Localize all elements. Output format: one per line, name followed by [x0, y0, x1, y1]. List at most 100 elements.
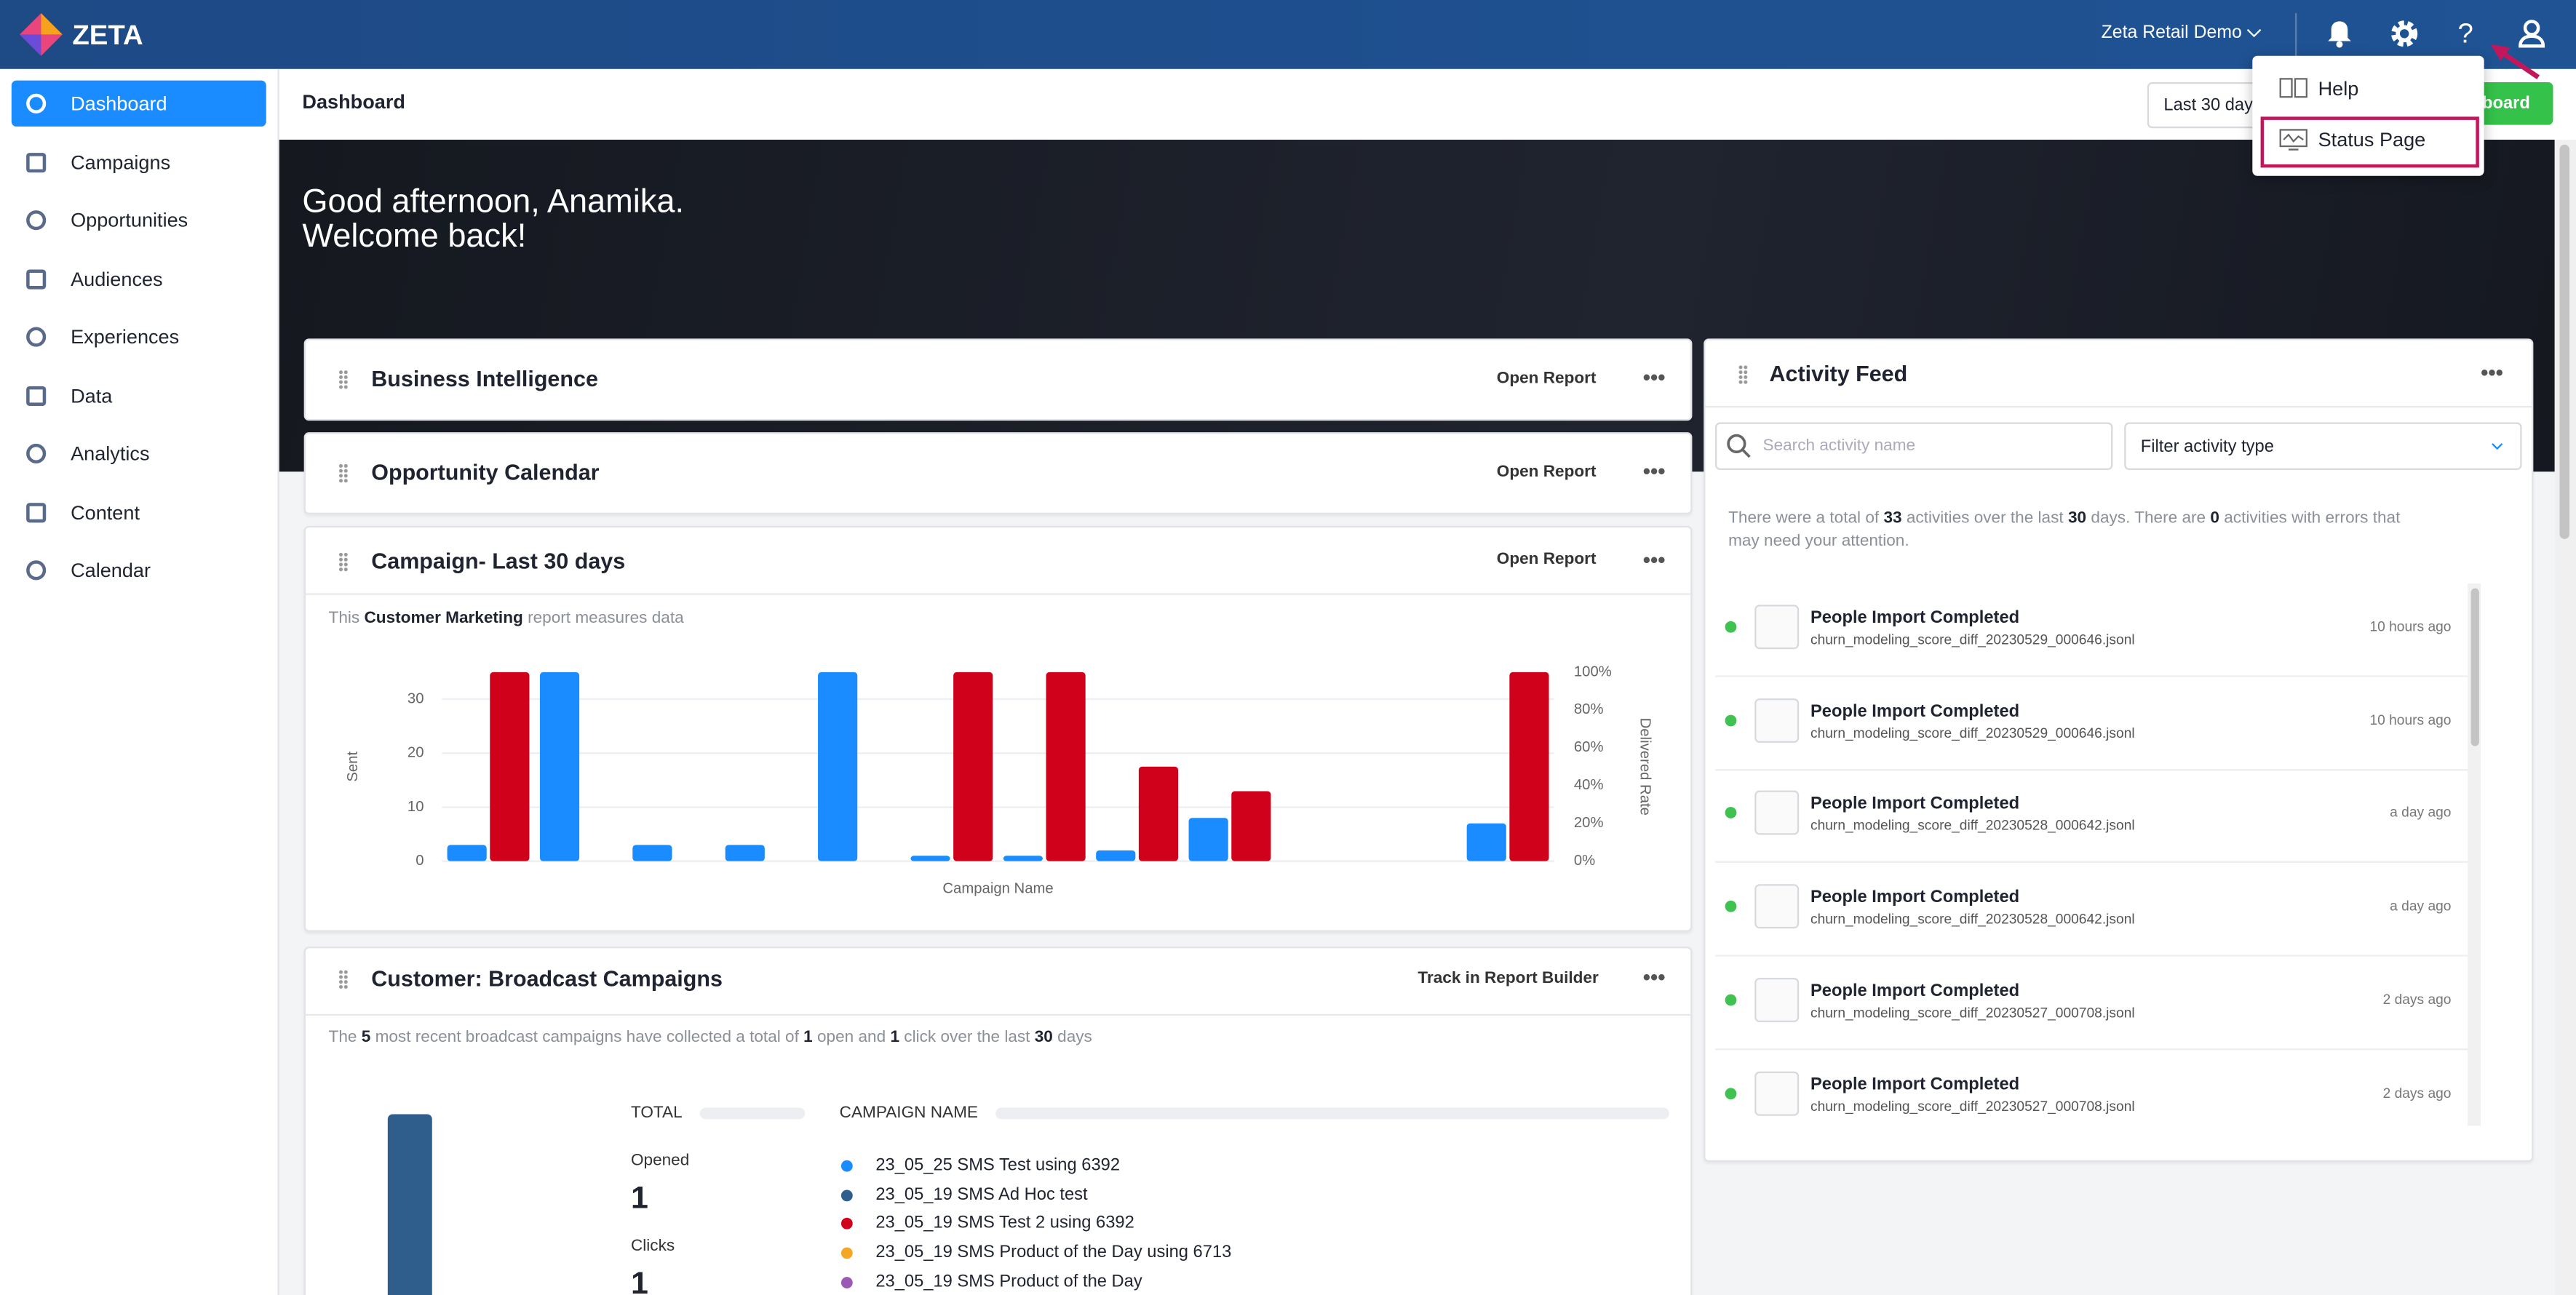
feed-scrollbar — [2468, 583, 2481, 1126]
settings[interactable] — [2390, 20, 2418, 47]
divider — [305, 1013, 1691, 1016]
y2-tick-label: 80% — [1574, 701, 1604, 717]
feed-item[interactable]: People Import Completed churn_modeling_sc… — [1715, 863, 2468, 957]
help-button[interactable]: ? — [2457, 17, 2473, 49]
welcome: Welcome back! — [302, 218, 527, 255]
account-switcher[interactable]: Zeta Retail Demo — [2101, 23, 2242, 43]
search-icon — [1727, 434, 1751, 458]
nav-item[interactable]: Data — [71, 383, 113, 407]
y2-tick-label: 0% — [1574, 853, 1595, 869]
y-tick-label: 20 — [408, 745, 424, 761]
summary-segment: 0 — [2210, 509, 2219, 528]
feed-item[interactable]: People Import Completed churn_modeling_sc… — [1715, 770, 2468, 864]
y2-tick-label: 100% — [1574, 664, 1612, 680]
card-title: Activity Feed — [1769, 361, 1908, 386]
bar — [1096, 850, 1136, 861]
item-icon — [1754, 884, 1800, 929]
bar — [1509, 672, 1549, 861]
nav-icon — [26, 151, 47, 172]
nav-item[interactable]: Audiences — [71, 267, 163, 290]
status-dot — [1725, 901, 1737, 912]
column-header: CAMPAIGN NAME — [839, 1104, 978, 1123]
divider — [305, 593, 1691, 595]
note-segment: The — [328, 1029, 357, 1047]
campaign-name[interactable]: 23_05_25 SMS Test using 6392 — [875, 1155, 1121, 1176]
menu-item[interactable]: Help — [2318, 77, 2359, 100]
more-menu[interactable]: ••• — [1642, 964, 1666, 989]
scroll-thumb[interactable] — [2470, 588, 2479, 746]
more-menu[interactable]: ••• — [1642, 458, 1666, 484]
card-title: Customer: Broadcast Campaigns — [371, 966, 723, 992]
search-input[interactable]: Search activity name — [1715, 422, 2113, 471]
scrollbar — [2554, 140, 2576, 1295]
metric-label: Opened — [630, 1152, 690, 1171]
drag-handle[interactable] — [1738, 364, 1749, 385]
item-icon — [1754, 698, 1800, 743]
user-menu[interactable] — [2519, 20, 2545, 48]
bar — [1003, 856, 1043, 861]
open-report[interactable]: Open Report — [1496, 550, 1597, 569]
campaign-name[interactable]: 23_05_19 SMS Product of the Day using 67… — [875, 1242, 1232, 1263]
status-dot — [1725, 714, 1737, 726]
nav-item[interactable]: Experiences — [71, 325, 180, 348]
top-bar — [0, 0, 2576, 69]
campaign-name[interactable]: 23_05_19 SMS Product of the Day — [875, 1271, 1142, 1292]
more-menu[interactable]: ••• — [1642, 364, 1666, 390]
logo: ZETA — [72, 20, 143, 52]
note-segment: most recent broadcast campaigns have col… — [375, 1029, 799, 1047]
chevron — [2246, 28, 2262, 38]
y-axis-label: Sent — [345, 752, 361, 782]
drag-handle[interactable] — [338, 969, 349, 989]
report-builder-link[interactable]: Track in Report Builder — [1418, 969, 1599, 988]
item-icon — [1754, 605, 1800, 650]
nav-item[interactable]: Content — [71, 500, 140, 524]
y2-tick-label: 20% — [1574, 815, 1604, 831]
bar — [1466, 823, 1506, 861]
bar — [1188, 818, 1228, 861]
y2-axis-label: Delivered Rate — [1637, 718, 1653, 816]
logo-icon — [20, 13, 63, 56]
note-segment: 5 — [361, 1029, 371, 1047]
chevron — [2492, 443, 2503, 450]
campaign-name[interactable]: 23_05_19 SMS Ad Hoc test — [875, 1184, 1088, 1205]
drag-handle[interactable] — [338, 370, 349, 390]
bar — [953, 672, 993, 861]
legend-dot — [840, 1276, 853, 1288]
highlight-box — [2260, 116, 2479, 168]
more-menu[interactable]: ••• — [2481, 359, 2503, 385]
x-axis-label: Campaign Name — [942, 880, 1053, 896]
open-report[interactable]: Open Report — [1496, 463, 1597, 482]
note-text: report measures data — [528, 610, 684, 628]
campaign-name[interactable]: 23_05_19 SMS Test 2 using 6392 — [875, 1213, 1134, 1234]
bar — [1138, 766, 1179, 861]
nav-item[interactable]: Campaigns — [71, 150, 171, 174]
notifications[interactable] — [2326, 20, 2353, 48]
item-title: People Import Completed — [1810, 607, 2020, 628]
nav-item[interactable]: Analytics — [71, 442, 150, 466]
drag-handle[interactable] — [338, 551, 349, 573]
drag-handle[interactable] — [338, 463, 349, 484]
nav-icon — [26, 93, 47, 113]
feed-item[interactable]: People Import Completed churn_modeling_sc… — [1715, 1049, 2468, 1125]
status-icon — [2279, 129, 2307, 151]
feed-item[interactable]: People Import Completed churn_modeling_sc… — [1715, 677, 2468, 770]
item-icon — [1754, 1070, 1800, 1115]
feed-item[interactable]: People Import Completed churn_modeling_sc… — [1715, 583, 2468, 677]
feed-item[interactable]: People Import Completed churn_modeling_sc… — [1715, 956, 2468, 1050]
nav-icon — [26, 210, 47, 231]
menu-item[interactable]: Status Page — [2318, 128, 2426, 151]
item-icon — [1754, 791, 1800, 836]
scroll-thumb[interactable] — [2559, 144, 2570, 539]
note-segment: open and — [816, 1029, 886, 1047]
bar — [490, 672, 530, 861]
legend-dot — [840, 1247, 853, 1259]
nav-item[interactable]: Dashboard — [71, 92, 167, 116]
item-title: People Import Completed — [1810, 888, 2020, 908]
item-title: People Import Completed — [1810, 981, 2020, 1001]
open-report[interactable]: Open Report — [1496, 370, 1597, 388]
filter-select[interactable]: Filter activity type — [2124, 422, 2522, 471]
active-highlight — [11, 80, 266, 127]
nav-item[interactable]: Calendar — [71, 559, 151, 582]
nav-item[interactable]: Opportunities — [71, 208, 188, 232]
more-menu[interactable]: ••• — [1642, 547, 1666, 573]
